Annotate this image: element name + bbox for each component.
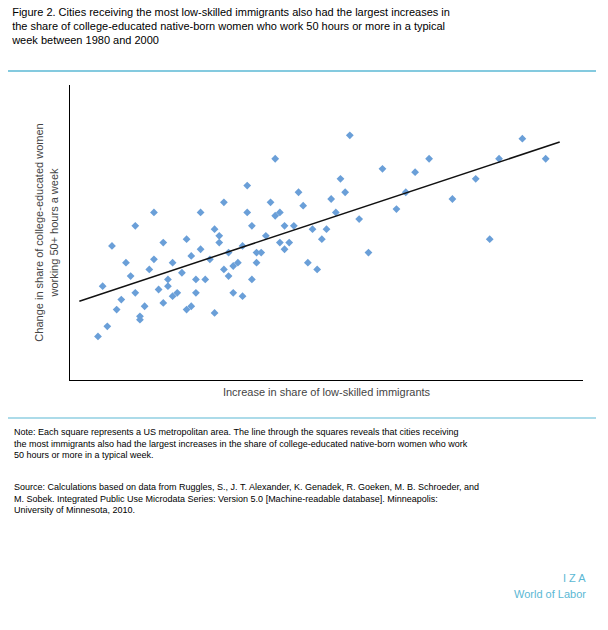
svg-text:World of Labor: World of Labor (514, 588, 586, 600)
svg-text:Source: Calculations based on: Source: Calculations based on data from … (14, 482, 479, 515)
svg-text:I Z A: I Z A (563, 572, 586, 584)
svg-text:Note: Each square represents a: Note: Each square represents a US metrop… (14, 427, 468, 460)
svg-text:Increase in share of low-skill: Increase in share of low-skilled immigra… (223, 386, 431, 398)
svg-text:Figure 2. Cities receiving the: Figure 2. Cities receiving the most low-… (11, 6, 450, 47)
svg-text:Change in share of college-edu: Change in share of college-educated wome… (33, 123, 59, 341)
